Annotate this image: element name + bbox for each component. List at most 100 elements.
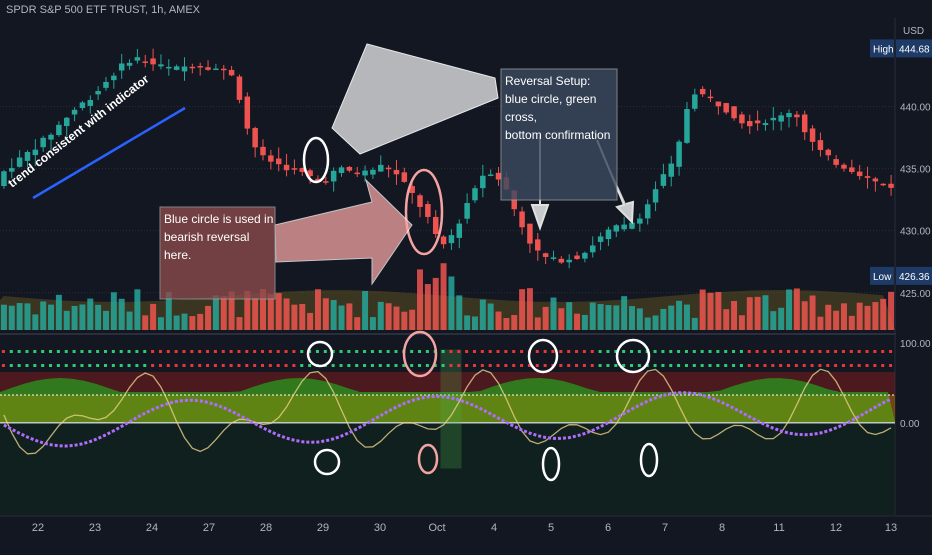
signal-dot [818, 364, 822, 367]
signal-dot [135, 364, 139, 367]
candle-body [613, 225, 620, 232]
volume-bar [888, 291, 895, 330]
signal-dot [1, 350, 5, 353]
signal-dot [143, 364, 147, 367]
signal-dot [363, 364, 367, 367]
signal-dot [700, 364, 704, 367]
signal-dot [865, 350, 869, 353]
candle-body [833, 159, 839, 165]
signal-dot [449, 364, 453, 367]
volume-bar [738, 315, 745, 330]
candle-body [574, 255, 580, 259]
signal-dot [323, 350, 327, 353]
volume-bar [299, 303, 306, 330]
signal-dot [677, 364, 681, 367]
volume-bar [848, 315, 855, 330]
signal-dot [402, 364, 406, 367]
signal-dot [103, 350, 107, 353]
signal-dot [158, 350, 162, 353]
candle-body [888, 183, 894, 188]
volume-bar [32, 314, 39, 330]
candle-body [849, 167, 855, 172]
signal-dot [669, 350, 673, 353]
signal-dot [637, 364, 641, 367]
time-tick-label: 27 [203, 522, 215, 534]
volume-bar [856, 302, 863, 330]
volume-bar [786, 289, 792, 330]
high-value-bg [896, 39, 932, 58]
candle-body [268, 155, 274, 162]
volume-bar [0, 304, 7, 330]
volume-bar [715, 291, 722, 330]
signal-dot [135, 350, 139, 353]
signal-dot [49, 364, 53, 367]
signal-dot [873, 350, 877, 353]
candle-body [841, 164, 847, 169]
signal-dot [512, 350, 516, 353]
candle-body [393, 169, 400, 175]
candle-body [158, 64, 164, 67]
signal-dot [755, 364, 759, 367]
signal-dot [457, 364, 461, 367]
volume-bar [793, 288, 800, 330]
time-axis[interactable]: 22 23 24 27 28 29 30 Oct 4 5 6 7 8 11 12 13 [0, 515, 932, 534]
signal-dot [245, 364, 249, 367]
signal-dot [747, 350, 751, 353]
signal-dot [724, 350, 728, 353]
candle-body [754, 120, 761, 124]
signal-dot [276, 350, 280, 353]
green-zone [0, 378, 895, 422]
candle-body [354, 172, 360, 175]
signal-dot [716, 364, 720, 367]
candle-body [644, 204, 651, 219]
signal-dot [637, 350, 641, 353]
candle-body [338, 167, 345, 173]
candle-body [56, 124, 62, 136]
indicator-panel [0, 349, 895, 515]
signal-dot [276, 364, 280, 367]
signal-dot [810, 364, 814, 367]
volume-bar [126, 311, 133, 330]
price-axis[interactable]: USD 440.00 435.00 430.00 425.00 100.00 0.00 Hig… [870, 0, 932, 550]
signal-dot [802, 350, 806, 353]
volume-bar [189, 316, 196, 330]
signal-dot [9, 364, 13, 367]
signal-dot [480, 364, 484, 367]
signal-dot [834, 364, 838, 367]
signal-dot [221, 350, 225, 353]
yellow-zone [0, 395, 895, 422]
time-tick-label: 12 [830, 522, 842, 534]
signal-dot [465, 350, 469, 353]
signal-dot [512, 364, 516, 367]
signal-dot [826, 350, 830, 353]
signal-dot [472, 350, 476, 353]
volume-bar [134, 289, 141, 330]
volume-bar [825, 304, 832, 330]
time-tick-label: 5 [548, 522, 554, 534]
signal-dot [96, 364, 100, 367]
candle-body [236, 76, 243, 100]
signal-dot [559, 364, 563, 367]
volume-bars [0, 263, 895, 330]
highlight-circle [527, 338, 559, 374]
candle-body [32, 149, 39, 156]
candle-body [307, 170, 313, 176]
signal-dot [653, 364, 657, 367]
volume-bar [589, 302, 596, 330]
volume-bar [228, 291, 235, 330]
candle-body [370, 169, 376, 175]
signal-dot [410, 350, 414, 353]
signal-dot [213, 364, 217, 367]
signal-dot [606, 364, 610, 367]
signal-dot [308, 350, 312, 353]
signal-dot [331, 350, 335, 353]
candle-body [126, 62, 133, 66]
signal-dot [692, 350, 696, 353]
indicator-tick-label: 100.00 [900, 339, 931, 350]
signal-dot [582, 350, 586, 353]
volume-bar [212, 295, 219, 330]
candle-body [189, 66, 196, 69]
signal-dot [245, 350, 249, 353]
